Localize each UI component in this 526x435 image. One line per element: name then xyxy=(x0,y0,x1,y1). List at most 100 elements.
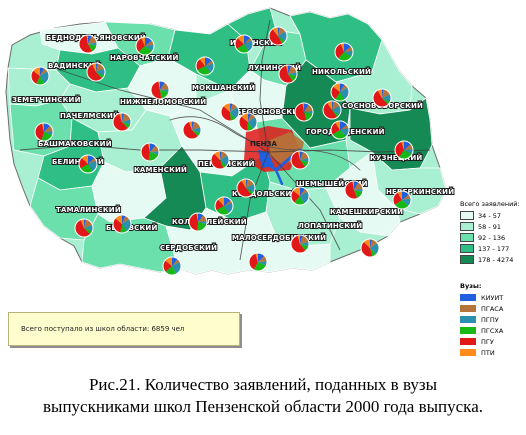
legend-total-applications: Всего заявлений: 34 - 57 58 - 91 92 - 13… xyxy=(454,200,526,270)
district-pie xyxy=(112,112,132,132)
pie-slice xyxy=(150,143,156,152)
district-pie xyxy=(188,212,208,232)
pie-outline xyxy=(195,56,215,76)
pie-slice xyxy=(145,40,154,46)
district-pie xyxy=(322,100,342,120)
pie-slice xyxy=(278,65,293,84)
pie-slice xyxy=(88,157,97,164)
pie-slice xyxy=(382,89,391,98)
pie-slice xyxy=(224,202,234,214)
pie-slice xyxy=(122,215,130,224)
pie-slice xyxy=(41,123,44,132)
pie-slice xyxy=(340,43,344,52)
pie-slice xyxy=(300,191,310,204)
pie-slice xyxy=(40,68,48,76)
district-pie xyxy=(330,120,350,140)
pie-slice xyxy=(150,151,159,155)
pie-slice xyxy=(74,219,91,238)
pie-slice xyxy=(84,224,93,232)
pie-slice xyxy=(197,66,211,75)
pie-outline xyxy=(30,66,50,86)
pie-outline xyxy=(86,62,106,82)
pie-slice xyxy=(163,260,172,272)
pie-slice xyxy=(122,113,131,122)
pie-outline xyxy=(294,102,314,122)
legend-swatch xyxy=(460,222,474,231)
pie-slice xyxy=(323,102,338,119)
pie-outline xyxy=(78,34,98,54)
pie-slice xyxy=(35,123,44,141)
pie-slice xyxy=(354,181,359,190)
legend-swatch xyxy=(460,244,474,253)
pie-slice xyxy=(172,257,178,266)
district-label: КАМЕНСКИЙ xyxy=(134,165,187,174)
district-pie xyxy=(86,62,106,82)
district-pie xyxy=(112,214,132,234)
pie-slice xyxy=(122,218,131,232)
pie-slice xyxy=(224,200,233,206)
pie-slice xyxy=(40,71,50,84)
district-pie xyxy=(195,56,215,76)
pie-slice xyxy=(213,151,220,160)
pie-slice xyxy=(86,35,88,44)
pie-slice xyxy=(248,113,256,122)
district-label: МОКШАНСКИЙ xyxy=(192,83,255,92)
pie-slice xyxy=(80,219,84,228)
pie-slice xyxy=(44,131,54,136)
pie-outline xyxy=(392,190,412,210)
pie-slice xyxy=(253,262,267,271)
pie-slice xyxy=(230,106,239,119)
pie-slice xyxy=(258,261,267,266)
pie-outline xyxy=(334,42,354,62)
pie-slice xyxy=(230,112,236,121)
district-label: СЕРДОБСКИЙ xyxy=(160,243,217,252)
legend-total-title: Всего заявлений: xyxy=(460,200,520,208)
pie-slice xyxy=(88,35,92,44)
legend-item: 34 - 57 xyxy=(454,210,526,221)
district-label: НЕВЕРКИНСКИЙ xyxy=(386,187,454,196)
pie-slice xyxy=(119,113,122,122)
pie-slice xyxy=(249,253,258,270)
pie-slice xyxy=(332,101,334,110)
total-applicants-text: Всего поступало из школ области: 6859 че… xyxy=(21,325,185,333)
pie-slice xyxy=(122,122,131,129)
legend-vuz-title: Вузы: xyxy=(460,282,482,290)
pie-outline xyxy=(322,100,342,120)
pie-slice xyxy=(248,113,252,122)
pie-slice xyxy=(122,215,126,224)
pie-outline xyxy=(290,186,310,206)
pie-outline xyxy=(112,112,132,132)
pie-slice xyxy=(354,188,364,192)
district-label: ПАЧЕЛМСКИЙ xyxy=(60,111,119,120)
pie-slice xyxy=(272,27,278,36)
legend-item: 92 - 136 xyxy=(454,232,526,243)
pie-slice xyxy=(398,150,412,160)
pie-slice xyxy=(332,110,340,118)
pie-slice xyxy=(291,190,300,203)
pie-slice xyxy=(246,183,256,193)
legend-item: КИУИТ xyxy=(454,292,526,303)
district-label: ВАДИНСКИЙ xyxy=(48,61,101,70)
pie-slice xyxy=(223,103,230,112)
pie-slice xyxy=(96,72,105,79)
pie-slice xyxy=(96,63,98,72)
pie-slice xyxy=(96,63,105,72)
pie-slice xyxy=(258,255,267,262)
pie-slice xyxy=(148,152,159,162)
district-pie xyxy=(78,154,98,174)
pie-slice xyxy=(382,98,390,105)
pie-outline xyxy=(290,234,310,254)
pie-slice xyxy=(79,157,88,169)
pie-slice xyxy=(188,121,192,130)
pie-slice xyxy=(382,89,384,98)
pie-slice xyxy=(370,248,377,257)
pie-slice xyxy=(120,224,128,234)
pie-slice xyxy=(297,151,300,160)
pie-outline xyxy=(182,120,202,140)
district-label: КОЛЫШЛЕЙСКИЙ xyxy=(172,217,247,226)
pie-slice xyxy=(258,253,265,262)
pie-slice xyxy=(220,160,227,169)
pie-slice xyxy=(363,239,370,248)
pie-slice xyxy=(172,259,180,266)
pie-slice xyxy=(288,65,292,74)
